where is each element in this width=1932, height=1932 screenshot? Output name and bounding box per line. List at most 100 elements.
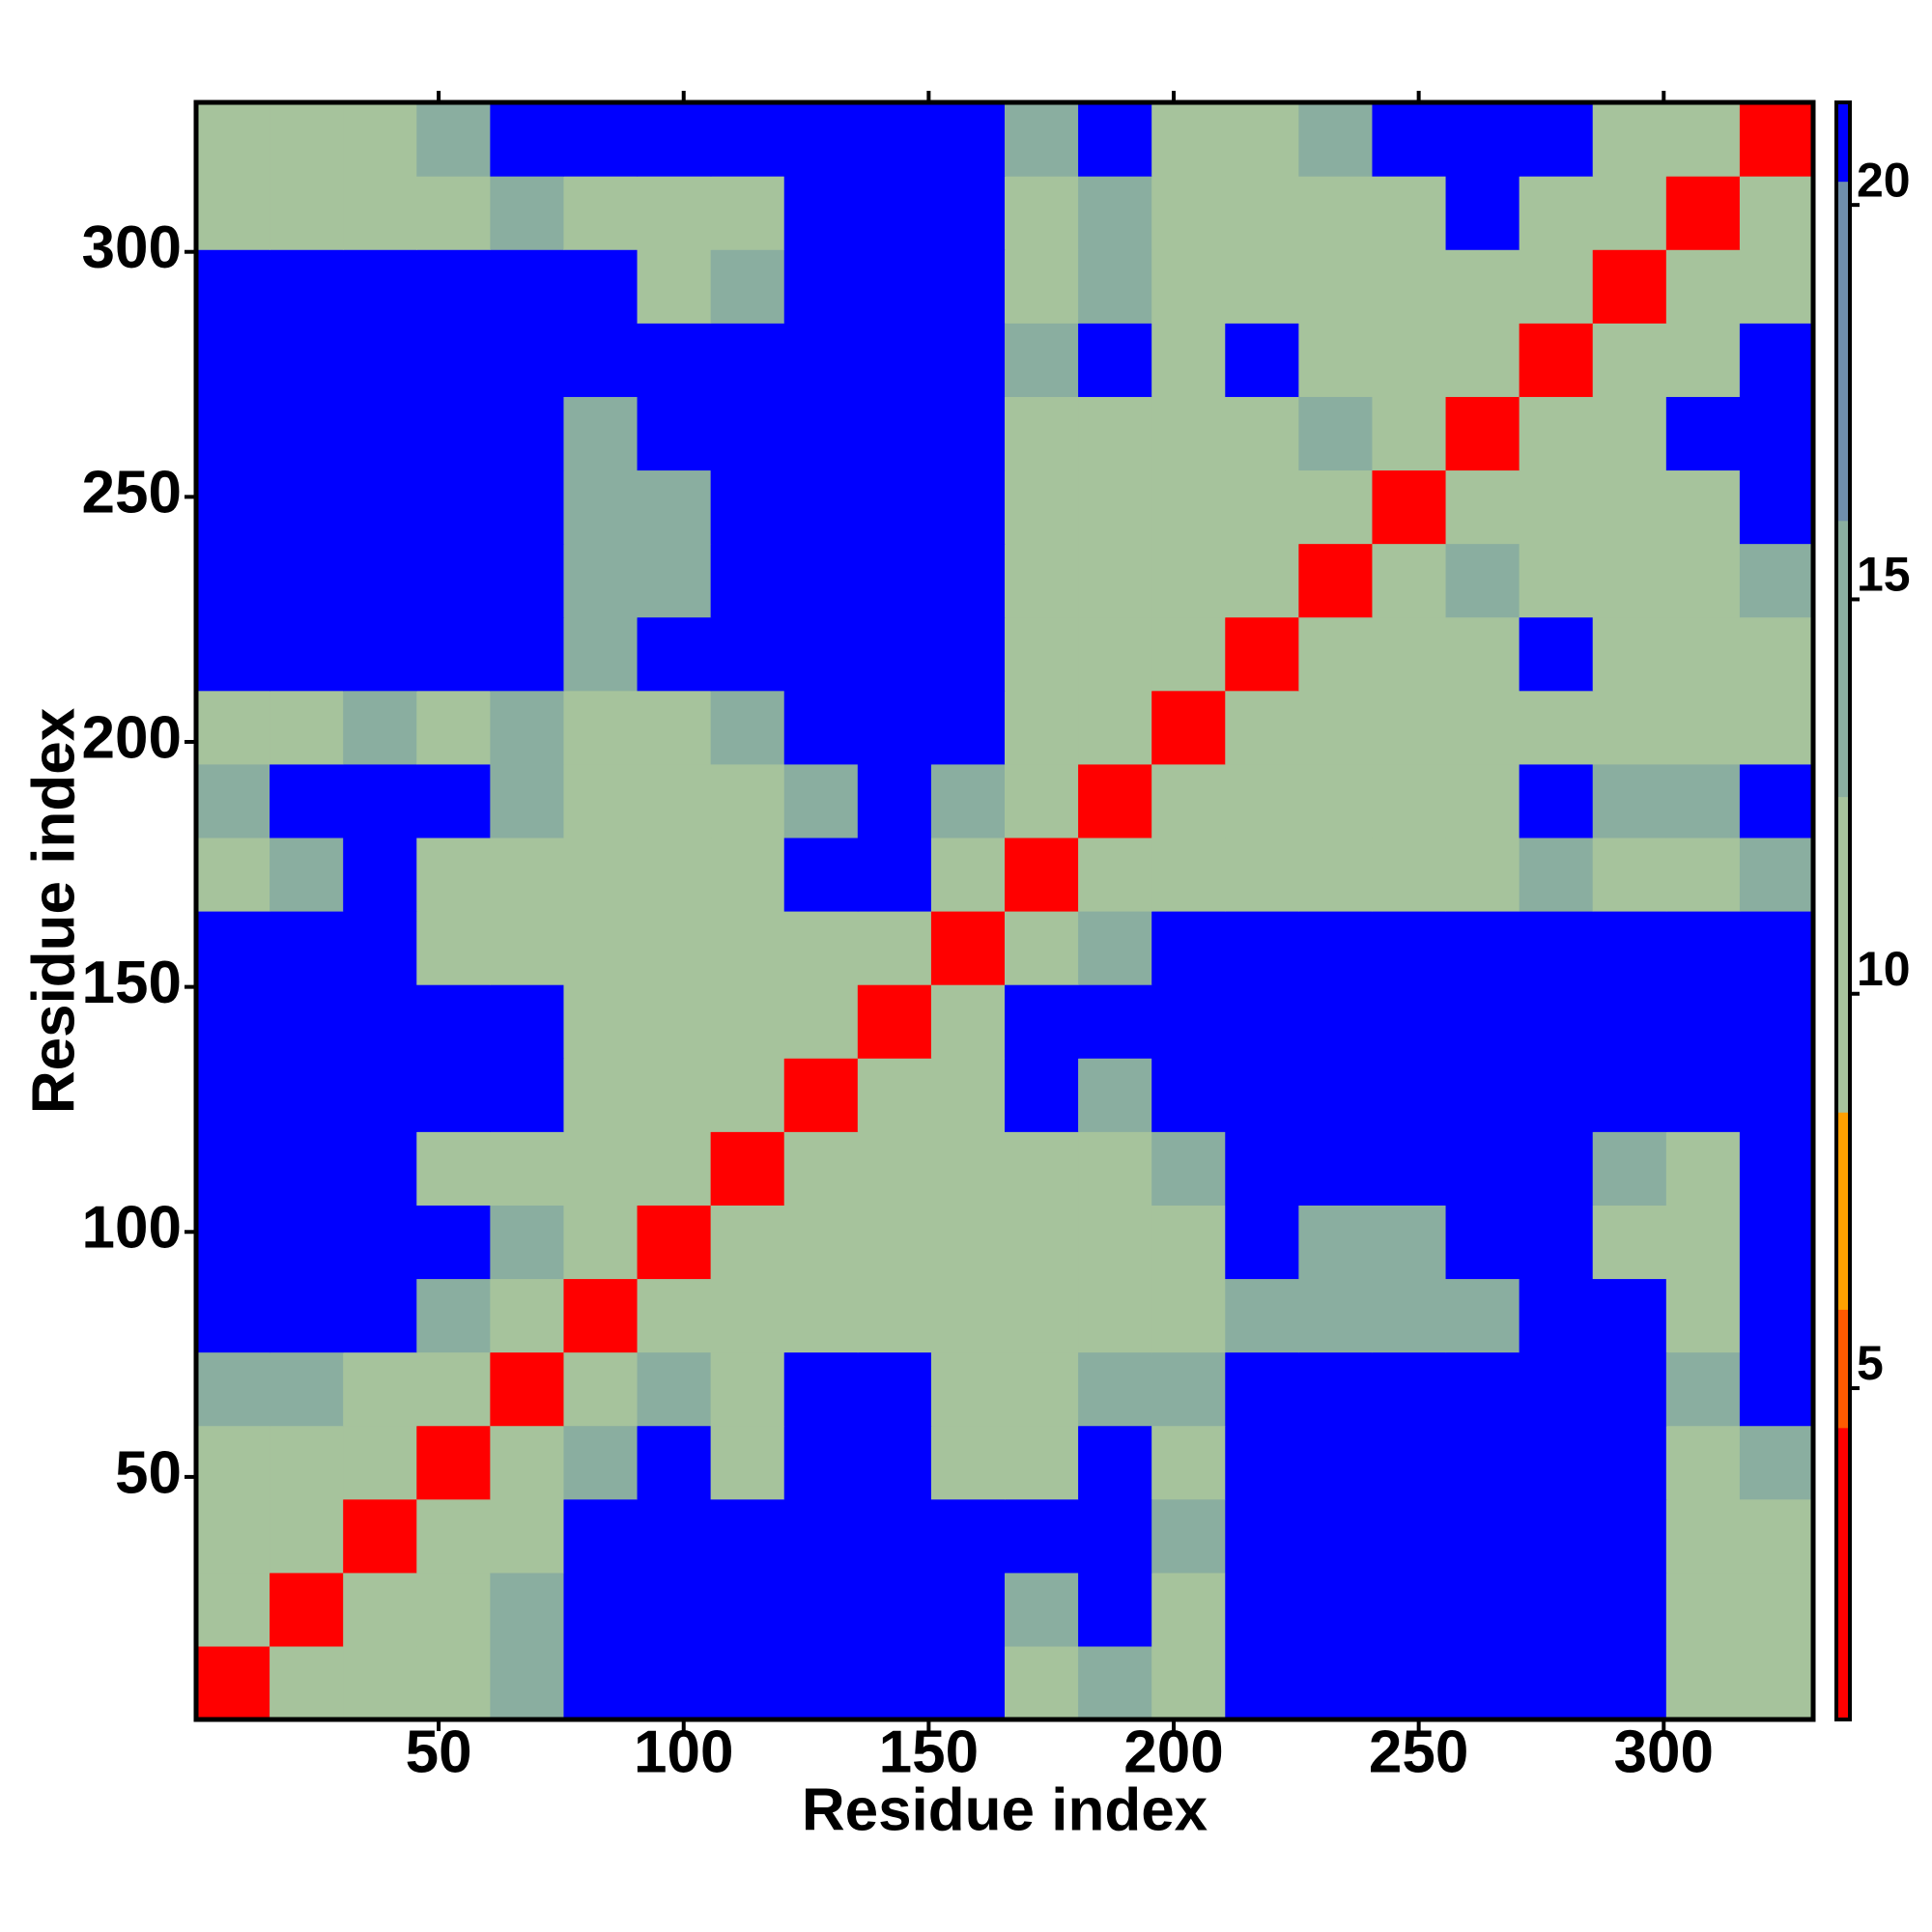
heatmap-cell xyxy=(343,1058,417,1132)
heatmap-cell xyxy=(490,1131,565,1206)
heatmap-cell xyxy=(1078,323,1152,397)
heatmap-cell xyxy=(1078,1498,1152,1574)
heatmap-cell xyxy=(1592,469,1667,545)
heatmap-cell xyxy=(270,1278,344,1353)
heatmap-cell xyxy=(196,1131,270,1206)
heatmap-cell xyxy=(1519,1425,1594,1500)
y-tick-label: 200 xyxy=(82,704,182,771)
heatmap-cell xyxy=(1005,1205,1079,1280)
heatmap-cell xyxy=(490,1351,565,1427)
heatmap-cell xyxy=(1372,396,1447,471)
heatmap-cell xyxy=(1665,1351,1741,1427)
heatmap-cell xyxy=(857,1498,932,1574)
heatmap-cell xyxy=(1078,396,1152,471)
heatmap-cell xyxy=(490,1425,565,1500)
heatmap-cell xyxy=(710,543,785,618)
heatmap-cell xyxy=(637,690,712,765)
heatmap-cell xyxy=(783,911,859,985)
heatmap-cell xyxy=(857,1205,932,1280)
heatmap-cell xyxy=(783,249,859,324)
heatmap-cell xyxy=(1519,102,1594,177)
heatmap-cell xyxy=(1005,396,1079,471)
heatmap-cell xyxy=(637,1278,712,1353)
heatmap-cell xyxy=(1665,1058,1741,1132)
heatmap-cell xyxy=(1739,102,1814,177)
heatmap-cell xyxy=(1225,543,1299,618)
heatmap-cell xyxy=(416,1572,491,1647)
heatmap-cell xyxy=(196,469,270,545)
colorbar-tick-label: 5 xyxy=(1857,1336,1884,1390)
heatmap-cell xyxy=(1298,1205,1374,1280)
heatmap-cell xyxy=(857,1351,932,1427)
heatmap-cell xyxy=(1078,1278,1152,1353)
heatmap-cell xyxy=(1225,837,1299,912)
heatmap-cell xyxy=(1739,396,1814,471)
heatmap-cell xyxy=(857,469,932,545)
heatmap-cell xyxy=(637,1131,712,1206)
heatmap-cell xyxy=(783,1351,859,1427)
heatmap-cell xyxy=(196,1498,270,1574)
heatmap-cell xyxy=(1519,176,1594,250)
heatmap-cell xyxy=(1445,1205,1520,1280)
heatmap-cell xyxy=(1298,1645,1374,1720)
heatmap-cell xyxy=(1519,1058,1594,1132)
heatmap-cell xyxy=(1592,396,1667,471)
heatmap-cell xyxy=(1665,1205,1741,1280)
heatmap-cell xyxy=(270,102,344,177)
y-tick-label: 250 xyxy=(82,460,182,526)
heatmap-cell xyxy=(1372,176,1447,250)
heatmap-cell xyxy=(930,1572,1006,1647)
heatmap-cell xyxy=(637,176,712,250)
heatmap-cell xyxy=(930,249,1006,324)
heatmap-cell xyxy=(1005,102,1079,177)
heatmap-cell xyxy=(710,469,785,545)
heatmap-cell xyxy=(270,837,344,912)
heatmap-cell xyxy=(416,984,491,1059)
heatmap-cell xyxy=(1151,1498,1226,1574)
heatmap-cell xyxy=(1519,469,1594,545)
heatmap-cell xyxy=(1665,616,1741,692)
heatmap-cell xyxy=(857,984,932,1059)
heatmap-cell xyxy=(196,1351,270,1427)
heatmap-cell xyxy=(783,1205,859,1280)
heatmap-cell xyxy=(1151,1351,1226,1427)
x-tick-label: 200 xyxy=(1123,1719,1223,1785)
heatmap-cell xyxy=(1078,1351,1152,1427)
heatmap-cell xyxy=(1445,984,1520,1059)
colorbar-tick-label: 15 xyxy=(1857,548,1911,602)
heatmap-cell xyxy=(1298,176,1374,250)
heatmap-cell xyxy=(1298,1572,1374,1647)
heatmap-cell xyxy=(1445,469,1520,545)
heatmap-cell xyxy=(1372,1058,1447,1132)
heatmap-cell xyxy=(1739,984,1814,1059)
heatmap-cell xyxy=(1372,1572,1447,1647)
heatmap-cell xyxy=(1225,1351,1299,1427)
heatmap-cell xyxy=(1005,249,1079,324)
heatmap-cell xyxy=(1519,616,1594,692)
heatmap-cell xyxy=(490,1058,565,1132)
heatmap-cell xyxy=(1519,396,1594,471)
heatmap-cell xyxy=(270,1351,344,1427)
heatmap-cell xyxy=(1078,543,1152,618)
heatmap-cell xyxy=(490,396,565,471)
heatmap-cell xyxy=(1592,1205,1667,1280)
heatmap-cell xyxy=(1078,1645,1152,1720)
heatmap-cell xyxy=(1225,1205,1299,1280)
heatmap-cell xyxy=(1005,1572,1079,1647)
x-tick-label: 150 xyxy=(879,1719,979,1785)
heatmap-cell xyxy=(1592,1131,1667,1206)
heatmap-cell xyxy=(343,984,417,1059)
heatmap-cell xyxy=(1151,616,1226,692)
heatmap-cell xyxy=(1151,984,1226,1059)
heatmap-cell xyxy=(1078,1131,1152,1206)
heatmap-cell xyxy=(196,1058,270,1132)
heatmap-cell xyxy=(1005,690,1079,765)
heatmap-cell xyxy=(857,763,932,838)
heatmap-cell xyxy=(857,1058,932,1132)
heatmap-cell xyxy=(1519,543,1594,618)
heatmap-cell xyxy=(710,323,785,397)
heatmap-cell xyxy=(1665,469,1741,545)
heatmap-cell xyxy=(783,469,859,545)
heatmap-cell xyxy=(783,1425,859,1500)
heatmap-cell xyxy=(563,323,639,397)
